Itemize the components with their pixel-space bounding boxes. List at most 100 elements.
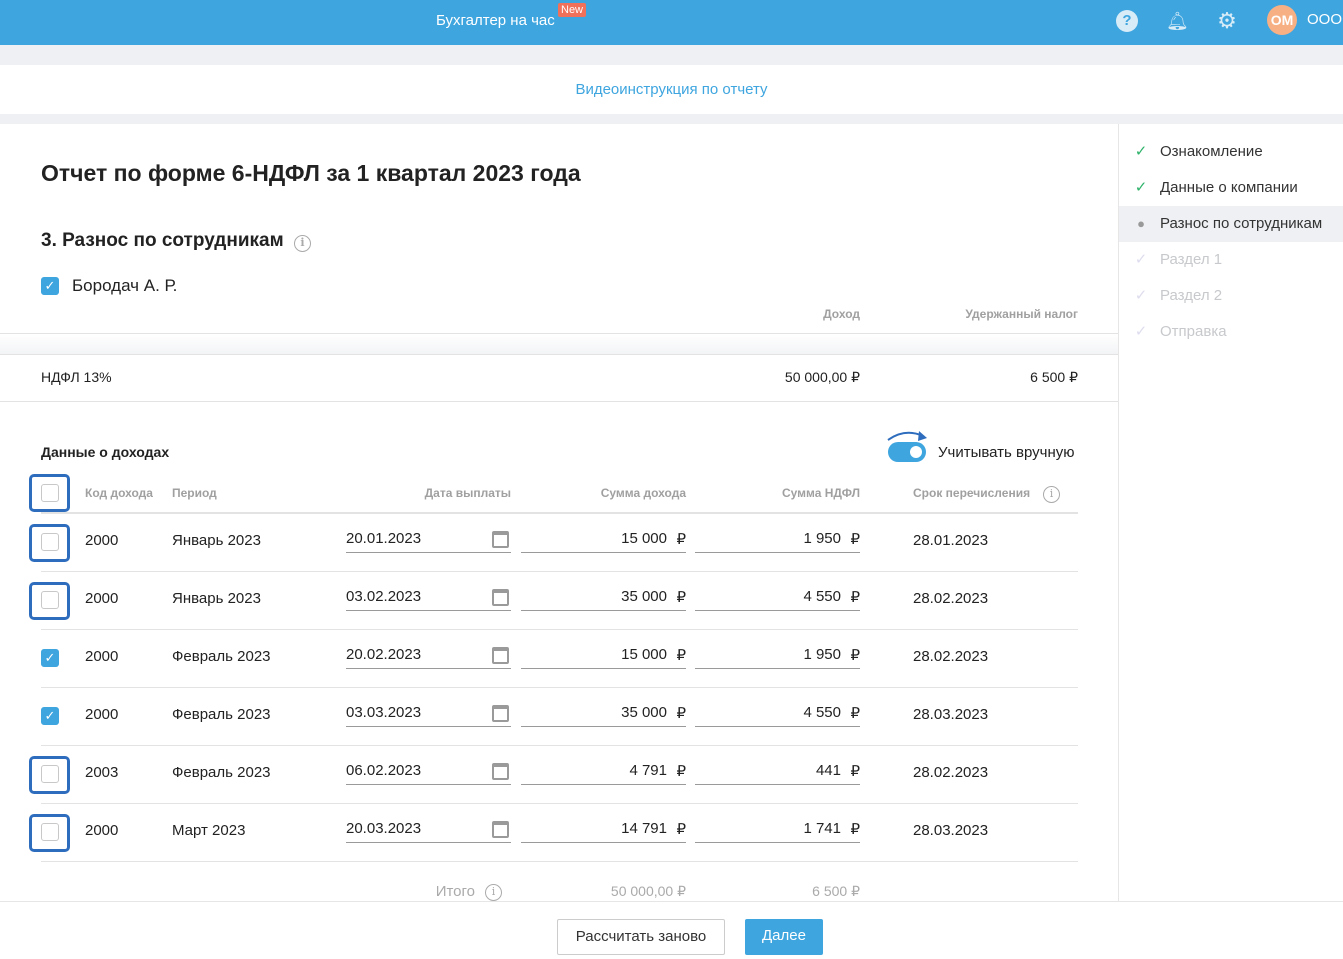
income-sum-input[interactable]: 35 000 ₽ bbox=[521, 585, 686, 611]
total-ndfl: 6 500 ₽ bbox=[812, 883, 860, 899]
col-period: Период bbox=[172, 486, 217, 500]
video-instruction-link[interactable]: Видеоинструкция по отчету bbox=[0, 65, 1343, 114]
transfer-deadline: 28.02.2023 bbox=[913, 764, 989, 781]
payment-date-input[interactable]: 06.02.2023 bbox=[346, 759, 511, 785]
income-code: 2000 bbox=[85, 590, 119, 607]
payment-date-value: 20.03.2023 bbox=[346, 820, 422, 837]
payment-date-input[interactable]: 03.03.2023 bbox=[346, 701, 511, 727]
income-code: 2000 bbox=[85, 532, 119, 549]
row-checkbox[interactable] bbox=[41, 533, 59, 551]
payment-date-value: 20.02.2023 bbox=[346, 646, 422, 663]
info-icon[interactable]: i bbox=[1043, 486, 1060, 503]
ndfl-sum-input[interactable]: 441 ₽ bbox=[695, 759, 860, 785]
income-code: 2000 bbox=[85, 706, 119, 723]
step-item[interactable]: ✓ Раздел 1 bbox=[1119, 242, 1343, 278]
check-icon: ✓ bbox=[1134, 251, 1148, 268]
help-icon[interactable]: ? bbox=[1116, 10, 1138, 32]
transfer-deadline: 28.03.2023 bbox=[913, 822, 989, 839]
income-sum-input[interactable]: 14 791 ₽ bbox=[521, 817, 686, 843]
calendar-icon[interactable] bbox=[492, 647, 509, 664]
transfer-deadline: 28.02.2023 bbox=[913, 648, 989, 665]
total-sum: 50 000,00 ₽ bbox=[610, 883, 686, 899]
row-divider bbox=[41, 687, 1078, 688]
bell-icon[interactable]: 🔔︎ bbox=[1166, 11, 1189, 31]
recalculate-button[interactable]: Рассчитать заново bbox=[557, 919, 725, 955]
employee-checkbox[interactable]: ✓ bbox=[41, 277, 59, 295]
ndfl-sum-input[interactable]: 1 950 ₽ bbox=[695, 527, 860, 553]
calendar-icon[interactable] bbox=[492, 821, 509, 838]
row-checkbox[interactable]: ✓ bbox=[41, 649, 59, 667]
check-icon: ✓ bbox=[1134, 287, 1148, 304]
gear-icon[interactable]: ⚙ bbox=[1217, 8, 1237, 33]
step-item[interactable]: ✓ Раздел 2 bbox=[1119, 278, 1343, 314]
income-sum-input[interactable]: 15 000 ₽ bbox=[521, 527, 686, 553]
currency-sign: ₽ bbox=[850, 763, 860, 780]
currency-sign: ₽ bbox=[676, 647, 686, 664]
payment-date-input[interactable]: 20.01.2023 bbox=[346, 527, 511, 553]
ndfl-sum-input[interactable]: 1 950 ₽ bbox=[695, 643, 860, 669]
info-icon[interactable]: i bbox=[293, 235, 311, 252]
ndfl-sum-value: 4 550 bbox=[803, 588, 841, 605]
divider bbox=[0, 333, 1118, 355]
income-sum-value: 14 791 bbox=[621, 820, 667, 837]
payment-date-value: 03.03.2023 bbox=[346, 704, 422, 721]
step-item[interactable]: ✓ Ознакомление bbox=[1119, 134, 1343, 170]
payment-date-input[interactable]: 20.02.2023 bbox=[346, 643, 511, 669]
step-label: Разнос по сотрудникам bbox=[1160, 215, 1323, 232]
row-checkbox[interactable]: ✓ bbox=[41, 707, 59, 725]
step-label: Отправка bbox=[1160, 323, 1227, 340]
calendar-icon[interactable] bbox=[492, 705, 509, 722]
income-code: 2003 bbox=[85, 764, 119, 781]
income-sum-input[interactable]: 4 791 ₽ bbox=[521, 759, 686, 785]
row-checkbox[interactable] bbox=[41, 591, 59, 609]
row-divider bbox=[41, 629, 1078, 630]
total-label: Итого bbox=[435, 883, 475, 900]
row-checkbox[interactable] bbox=[41, 765, 59, 783]
payment-date-input[interactable]: 20.03.2023 bbox=[346, 817, 511, 843]
col-sum: Сумма дохода bbox=[600, 486, 686, 500]
avatar[interactable]: ОМ bbox=[1267, 5, 1297, 35]
col-code: Код дохода bbox=[85, 486, 153, 500]
ndfl-sum-input[interactable]: 4 550 ₽ bbox=[695, 585, 860, 611]
step-label: Ознакомление bbox=[1160, 143, 1263, 160]
step-item[interactable]: ✓ Данные о компании bbox=[1119, 170, 1343, 206]
toggle-label: Учитывать вручную bbox=[938, 444, 1075, 461]
row-checkbox[interactable] bbox=[41, 823, 59, 841]
dot-icon: ● bbox=[1137, 216, 1145, 231]
income-sum-value: 35 000 bbox=[621, 704, 667, 721]
col-income: Доход bbox=[823, 307, 860, 321]
step-item[interactable]: ● Разнос по сотрудникам bbox=[1119, 206, 1343, 242]
section-title: 3. Разнос по сотрудникам i bbox=[41, 230, 311, 252]
currency-sign: ₽ bbox=[850, 531, 860, 548]
next-button[interactable]: Далее bbox=[745, 919, 823, 955]
income-sum-input[interactable]: 15 000 ₽ bbox=[521, 643, 686, 669]
calendar-icon[interactable] bbox=[492, 531, 509, 548]
period: Март 2023 bbox=[172, 822, 246, 839]
new-badge: New bbox=[558, 3, 587, 17]
payment-date-input[interactable]: 03.02.2023 bbox=[346, 585, 511, 611]
checkbox-focus bbox=[29, 582, 70, 620]
currency-sign: ₽ bbox=[676, 531, 686, 548]
currency-sign: ₽ bbox=[676, 821, 686, 838]
summary-tax: 6 500 ₽ bbox=[1030, 369, 1078, 385]
income-sum-input[interactable]: 35 000 ₽ bbox=[521, 701, 686, 727]
org-name[interactable]: ООО bbox=[1307, 11, 1343, 28]
rate-label: НДФЛ 13% bbox=[41, 369, 112, 385]
summary-income: 50 000,00 ₽ bbox=[784, 369, 860, 385]
brand-title[interactable]: Бухгалтер на час bbox=[436, 12, 555, 29]
step-item[interactable]: ✓ Отправка bbox=[1119, 314, 1343, 350]
info-icon[interactable]: i bbox=[485, 884, 502, 901]
ndfl-sum-input[interactable]: 1 741 ₽ bbox=[695, 817, 860, 843]
ndfl-sum-input[interactable]: 4 550 ₽ bbox=[695, 701, 860, 727]
currency-sign: ₽ bbox=[676, 589, 686, 606]
checkbox-focus bbox=[29, 756, 70, 794]
ndfl-sum-value: 1 741 bbox=[803, 820, 841, 837]
transfer-deadline: 28.03.2023 bbox=[913, 706, 989, 723]
income-sum-value: 15 000 bbox=[621, 530, 667, 547]
select-all-checkbox[interactable] bbox=[41, 484, 59, 502]
main-panel bbox=[0, 124, 1118, 959]
calendar-icon[interactable] bbox=[492, 763, 509, 780]
currency-sign: ₽ bbox=[850, 647, 860, 664]
period: Февраль 2023 bbox=[172, 706, 271, 723]
calendar-icon[interactable] bbox=[492, 589, 509, 606]
